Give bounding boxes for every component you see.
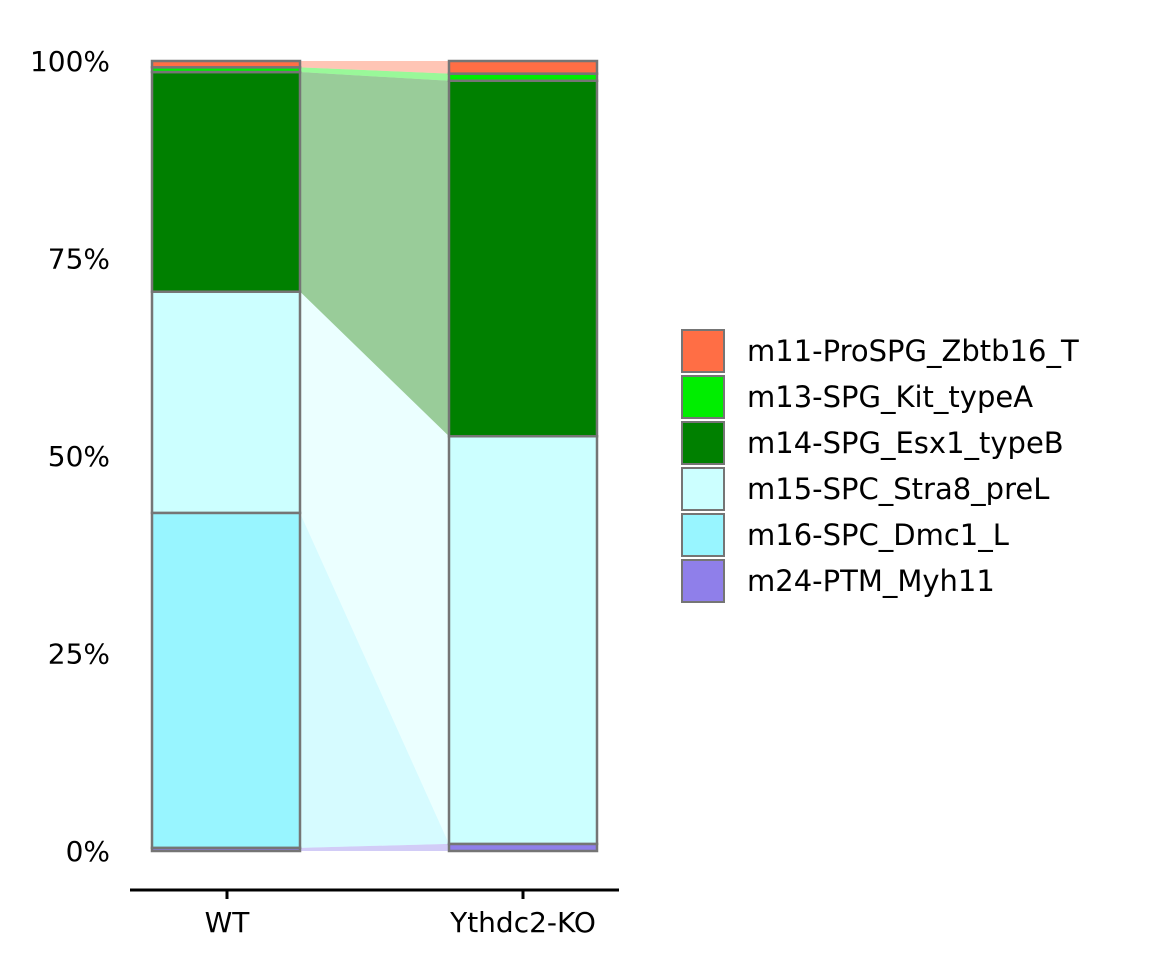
legend-label: m24-PTM_Myh11 bbox=[747, 564, 995, 598]
bar-segment-WT-m15-SPC_Stra8_preL bbox=[150, 290, 302, 515]
flow-m14-SPG_Esx1_typeB bbox=[300, 72, 449, 437]
legend-swatch bbox=[681, 375, 725, 419]
legend-swatch bbox=[681, 513, 725, 557]
bar-segment-Ythdc2-KO-m14-SPG_Esx1_typeB bbox=[447, 79, 599, 438]
legend-swatch bbox=[681, 559, 725, 603]
legend-label: m13-SPG_Kit_typeA bbox=[747, 380, 1033, 414]
flow-m13-SPG_Kit_typeA bbox=[300, 67, 449, 81]
y-tick-label: 50% bbox=[48, 440, 110, 473]
x-axis: WT Ythdc2-KO bbox=[130, 888, 619, 939]
x-tick-label: Ythdc2-KO bbox=[449, 906, 596, 939]
legend-swatch bbox=[681, 467, 725, 511]
bar-segment-Ythdc2-KO-m15-SPC_Stra8_preL bbox=[447, 435, 599, 846]
y-tick-label: 0% bbox=[66, 835, 110, 868]
y-axis: 0% 25% 50% 75% 100% bbox=[30, 45, 110, 868]
legend-swatch bbox=[681, 329, 725, 373]
y-tick-label: 100% bbox=[30, 45, 110, 78]
bar-segment-WT-m11-ProSPG_Zbtb16_T bbox=[150, 59, 302, 69]
x-tick-label: WT bbox=[205, 906, 251, 939]
bar-segment-Ythdc2-KO-m11-ProSPG_Zbtb16_T bbox=[447, 59, 599, 75]
legend-label: m16-SPC_Dmc1_L bbox=[747, 518, 1009, 552]
legend-label: m14-SPG_Esx1_typeB bbox=[747, 426, 1064, 460]
bar-layer bbox=[150, 59, 599, 853]
bar-segment-WT-m14-SPG_Esx1_typeB bbox=[150, 70, 302, 293]
y-tick-label: 75% bbox=[48, 243, 110, 276]
legend-swatch bbox=[681, 421, 725, 465]
flow-m16-SPC_Dmc1_L bbox=[300, 512, 449, 848]
legend: m11-ProSPG_Zbtb16_T m13-SPG_Kit_typeA m14-… bbox=[681, 329, 1079, 603]
legend-label: m15-SPC_Stra8_preL bbox=[747, 472, 1049, 506]
y-tick-label: 25% bbox=[48, 638, 110, 671]
flow-m24-PTM_Myh11 bbox=[300, 843, 449, 851]
legend-label: m11-ProSPG_Zbtb16_T bbox=[747, 334, 1079, 368]
flow-m11-ProSPG_Zbtb16_T bbox=[300, 61, 449, 74]
flow-layer bbox=[300, 61, 449, 851]
bar-segment-WT-m16-SPC_Dmc1_L bbox=[150, 511, 302, 850]
flow-m15-SPC_Stra8_preL bbox=[300, 291, 449, 844]
